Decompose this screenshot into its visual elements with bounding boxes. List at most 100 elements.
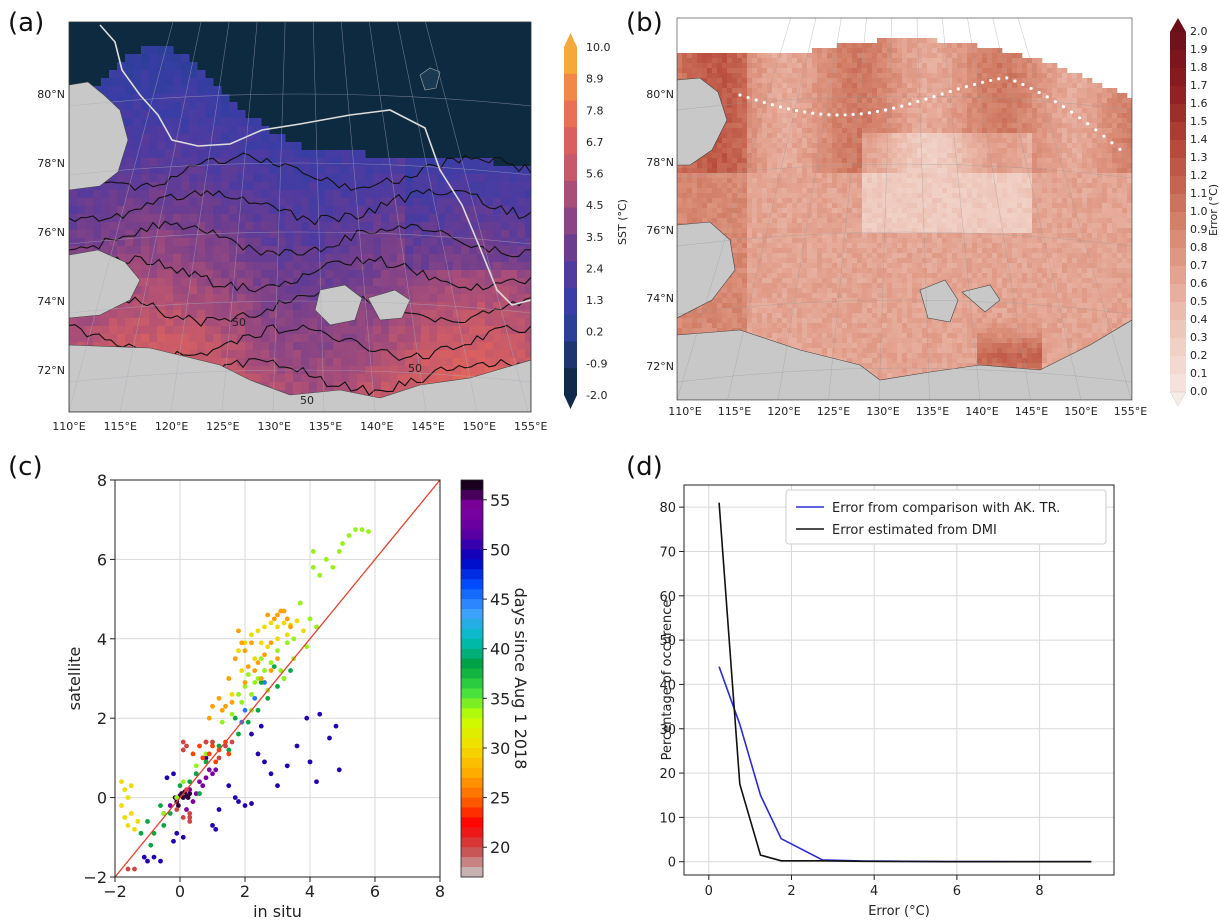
error-cell	[922, 98, 928, 104]
error-cell	[742, 98, 748, 104]
error-cell	[1087, 138, 1093, 144]
error-cell	[1127, 178, 1132, 184]
sst-cell	[389, 174, 398, 183]
sst-cell	[501, 182, 510, 191]
error-cell	[797, 178, 803, 184]
error-cell	[982, 68, 988, 74]
error-cell	[887, 183, 893, 189]
sst-cell	[437, 174, 446, 183]
error-cell	[1072, 78, 1078, 84]
error-cell	[907, 128, 913, 134]
error-cell	[902, 103, 908, 109]
error-cell	[977, 58, 983, 64]
error-cell	[927, 63, 933, 69]
error-cell	[797, 158, 803, 164]
error-cell	[1077, 128, 1083, 134]
error-cell	[1112, 143, 1118, 149]
error-cell	[1007, 178, 1013, 184]
sst-cell	[469, 230, 478, 239]
error-cell	[1047, 98, 1053, 104]
error-cell	[922, 143, 928, 149]
error-cell	[772, 128, 778, 134]
error-cell	[977, 148, 983, 154]
error-cell	[882, 173, 888, 179]
error-cell	[872, 93, 878, 99]
error-cell	[822, 53, 828, 59]
sst-cell	[349, 238, 358, 247]
error-cell	[987, 133, 993, 139]
error-cell	[1087, 188, 1093, 194]
error-cell	[937, 183, 943, 189]
sst-cell	[165, 110, 174, 119]
sst-cell	[269, 278, 278, 287]
sst-cell	[317, 182, 326, 191]
error-cell	[747, 178, 753, 184]
error-cell	[872, 188, 878, 194]
sst-cell	[221, 326, 230, 335]
error-cell	[952, 78, 958, 84]
error-cell	[927, 163, 933, 169]
sst-cell	[341, 230, 350, 239]
error-cell	[877, 178, 883, 184]
sst-cell	[141, 206, 150, 215]
error-cell	[817, 88, 823, 94]
error-cell	[1092, 88, 1098, 94]
sst-cell	[485, 302, 494, 311]
error-cell	[1112, 103, 1118, 109]
sst-cell	[389, 350, 398, 359]
error-cell	[897, 138, 903, 144]
sst-cell	[341, 342, 350, 351]
error-cell	[1127, 163, 1132, 169]
error-cell	[717, 163, 723, 169]
error-cell	[727, 73, 733, 79]
error-cell	[847, 113, 853, 119]
error-cell	[677, 53, 683, 59]
sst-cell	[309, 198, 318, 207]
error-cell	[1032, 198, 1038, 204]
error-cell	[837, 113, 843, 119]
error-cell	[1092, 168, 1098, 174]
error-cell	[782, 153, 788, 159]
sst-cell	[461, 238, 470, 247]
error-cell	[792, 103, 798, 109]
sst-cell	[213, 246, 222, 255]
error-cell	[912, 158, 918, 164]
error-cell	[707, 78, 713, 84]
error-cell	[952, 63, 958, 69]
error-cell	[1007, 188, 1013, 194]
error-cell	[757, 178, 763, 184]
error-cell	[867, 128, 873, 134]
sst-cell	[381, 342, 390, 351]
sst-cell	[365, 278, 374, 287]
sst-cell	[389, 166, 398, 175]
error-cell	[962, 103, 968, 109]
sst-cell	[477, 254, 486, 263]
error-cell	[767, 103, 773, 109]
error-cell	[982, 58, 988, 64]
error-cell	[802, 123, 808, 129]
error-cell	[897, 153, 903, 159]
sst-cell	[349, 174, 358, 183]
sst-cell	[453, 174, 462, 183]
error-cell	[762, 108, 768, 114]
sst-cell	[365, 246, 374, 255]
error-cell	[732, 133, 738, 139]
error-cell	[887, 198, 893, 204]
error-cell	[1017, 198, 1023, 204]
error-cell	[827, 143, 833, 149]
error-cell	[1122, 153, 1128, 159]
sst-cell	[125, 166, 134, 175]
sst-cell	[357, 190, 366, 199]
error-cell	[1042, 68, 1048, 74]
error-cell	[787, 118, 793, 124]
error-cell	[742, 153, 748, 159]
error-cell	[1092, 158, 1098, 164]
error-cell	[1022, 198, 1028, 204]
error-cell	[947, 198, 953, 204]
error-cell	[1067, 138, 1073, 144]
error-cell	[1067, 143, 1073, 149]
sst-cell	[197, 294, 206, 303]
error-cell	[942, 73, 948, 79]
error-cell	[717, 193, 723, 199]
sst-cell	[173, 326, 182, 335]
